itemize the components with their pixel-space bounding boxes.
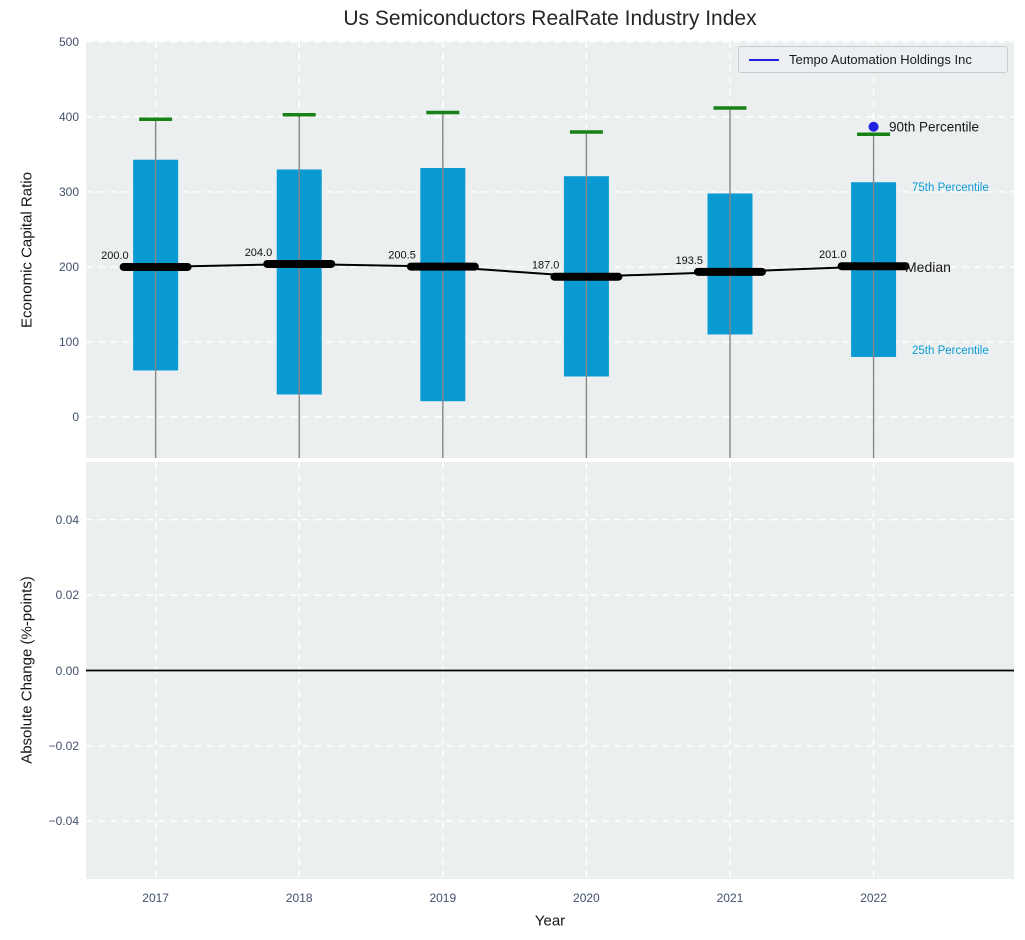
y-tick-label: 200 bbox=[58, 259, 79, 274]
y-tick-label: 100 bbox=[58, 334, 79, 349]
y-tick-label: −0.04 bbox=[48, 814, 79, 829]
median-annotation-2019: 200.5 bbox=[388, 250, 416, 262]
median-annotation-2022: 201.0 bbox=[819, 249, 847, 261]
y-tick-label: 300 bbox=[58, 184, 79, 199]
x-tick-label-2020: 2020 bbox=[573, 891, 600, 905]
legend: Tempo Automation Holdings Inc bbox=[738, 46, 1008, 73]
median-annotation-2020: 187.0 bbox=[532, 260, 560, 272]
economic-capital-ratio-plot: 200.0 204.0 200.5 187.0 193.5 201.0 bbox=[86, 41, 1014, 458]
economic-capital-ratio-canvas: 200.0 204.0 200.5 187.0 193.5 201.0 bbox=[86, 41, 1014, 458]
x-axis-label: Year bbox=[534, 912, 566, 930]
company-marker-dot bbox=[868, 121, 879, 132]
y-tick-label: 400 bbox=[58, 109, 79, 124]
y-tick-label: 0.04 bbox=[55, 512, 79, 527]
legend-line-sample bbox=[749, 58, 779, 61]
p90-percentile-label: 90th Percentile bbox=[889, 119, 980, 135]
y-tick-label: −0.02 bbox=[48, 738, 79, 753]
p75-percentile-label: 75th Percentile bbox=[912, 182, 989, 194]
median-annotation-2017: 200.0 bbox=[101, 250, 129, 262]
x-tick-label-2018: 2018 bbox=[285, 891, 313, 905]
chart-title: Us Semiconductors RealRate Industry Inde… bbox=[343, 7, 757, 30]
y-tick-label: 500 bbox=[58, 34, 79, 49]
x-tick-label-2017: 2017 bbox=[142, 891, 169, 905]
median-annotation-2018: 204.0 bbox=[245, 247, 273, 259]
absolute-change-canvas bbox=[86, 462, 1014, 879]
y-tick-label: 0 bbox=[72, 409, 79, 424]
p25-percentile-label: 25th Percentile bbox=[912, 345, 989, 357]
absolute-change-plot bbox=[86, 462, 1014, 879]
y-tick-label: 0.02 bbox=[55, 588, 79, 603]
median-label: Median bbox=[905, 259, 951, 275]
x-tick-label-2022: 2022 bbox=[860, 891, 887, 905]
x-tick-label-2019: 2019 bbox=[429, 891, 457, 905]
median-connector-line bbox=[155, 262, 874, 278]
legend-label: Tempo Automation Holdings Inc bbox=[789, 52, 972, 67]
y-tick-label: 0.00 bbox=[55, 663, 79, 678]
median-annotation-2021: 193.5 bbox=[675, 255, 703, 267]
x-tick-label-2021: 2021 bbox=[716, 891, 744, 905]
